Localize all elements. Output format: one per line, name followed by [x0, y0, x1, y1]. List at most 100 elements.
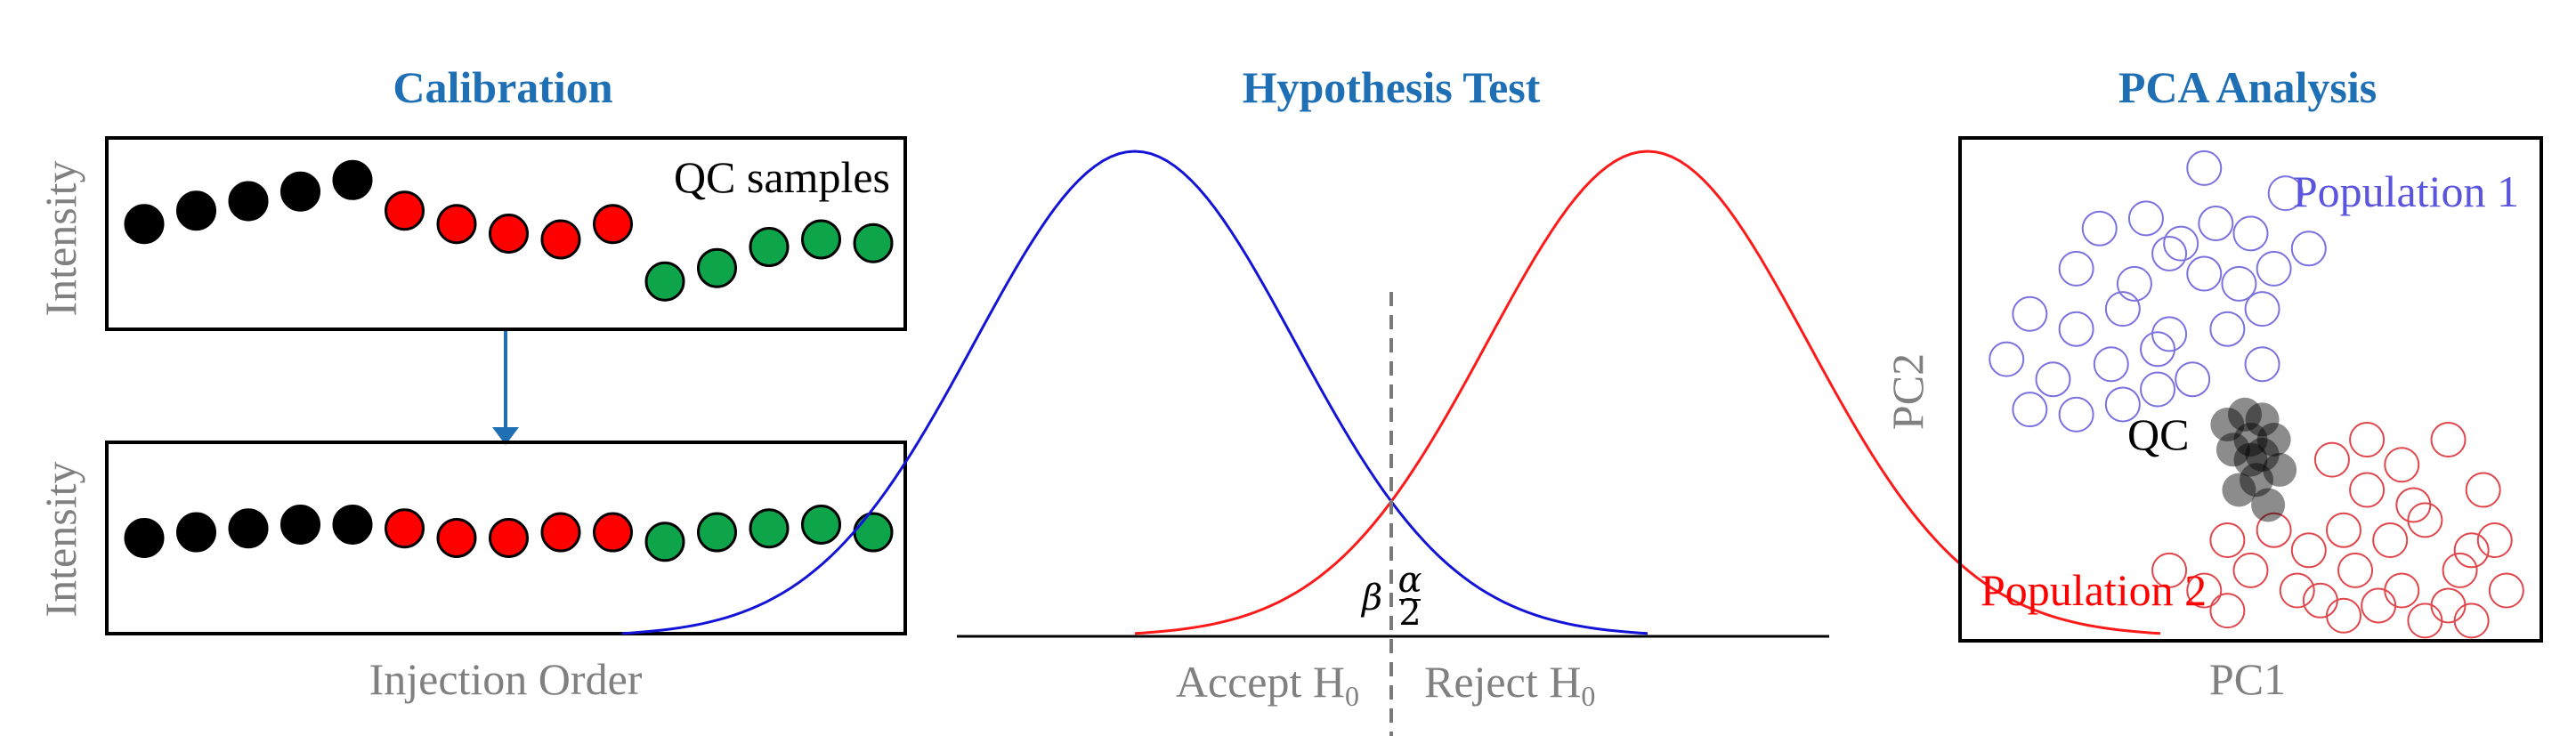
- population-2-point: [2337, 552, 2374, 588]
- beta-symbol: β: [1360, 578, 1382, 619]
- calibration-title: Calibration: [393, 62, 612, 112]
- after-dot-black: [176, 512, 216, 553]
- population-1-point: [2232, 215, 2269, 252]
- population-2-point: [2407, 502, 2443, 538]
- population-2-point: [2453, 532, 2490, 569]
- qc-point: [2233, 442, 2268, 477]
- population-1-point: [2116, 265, 2152, 302]
- before-dot-green: [749, 227, 790, 268]
- after-dot-green: [853, 512, 894, 553]
- population-2-point: [2407, 603, 2443, 639]
- population-1-point: [2175, 361, 2211, 398]
- before-dot-red: [385, 190, 425, 231]
- qc-point: [2263, 452, 2297, 487]
- population-2-point: [2453, 603, 2490, 639]
- population-2-point: [2395, 487, 2432, 523]
- population-2-point: [2151, 552, 2188, 588]
- population-2-point: [2430, 587, 2467, 624]
- before-dot-black: [176, 190, 216, 231]
- population-1-point: [2058, 396, 2094, 433]
- qc-samples-label: QC samples: [674, 152, 890, 202]
- population-1-point: [2058, 250, 2094, 287]
- population-2-point: [2279, 572, 2315, 609]
- after-dot-red: [540, 512, 581, 553]
- qc-point: [2233, 423, 2268, 457]
- population-1-point: [2209, 311, 2246, 347]
- population-1-point: [2140, 331, 2176, 368]
- population-1-point: [2221, 265, 2257, 302]
- calibration-arrow-head: [492, 427, 519, 445]
- population-1-point: [2104, 291, 2141, 328]
- qc-point: [2222, 473, 2256, 507]
- pca-title: PCA Analysis: [2118, 62, 2377, 112]
- qc-point: [2216, 433, 2250, 467]
- population-1-point: [2104, 386, 2141, 423]
- population-1-point: [2256, 250, 2292, 287]
- pca-panel: PCA Analysis Population 1 Population 2 Q…: [1883, 62, 2543, 704]
- before-dot-black: [280, 171, 320, 212]
- population-2-point: [2349, 422, 2386, 457]
- injection-order-label: Injection Order: [369, 654, 643, 704]
- after-dot-black: [228, 508, 269, 549]
- before-dot-red: [436, 204, 477, 245]
- before-dot-red: [593, 204, 633, 245]
- population-2-point: [2325, 597, 2361, 634]
- calibration-box-after: [105, 441, 907, 635]
- population-2-point: [2476, 522, 2513, 558]
- population-1-point: [2244, 291, 2280, 328]
- accept-distribution-curve: [621, 150, 1648, 635]
- population-2-point: [2488, 572, 2524, 609]
- population-2-point: [2430, 422, 2467, 457]
- pca-box: [1958, 136, 2543, 643]
- after-dot-green: [697, 512, 737, 553]
- population-2-point: [2313, 441, 2350, 478]
- qc-point: [2256, 423, 2291, 457]
- qc-point: [2227, 397, 2262, 432]
- alpha-denominator: 2: [1398, 593, 1421, 634]
- pc1-label: PC1: [2209, 654, 2286, 704]
- population-1-point: [2035, 361, 2071, 398]
- population-2-point: [2384, 572, 2420, 609]
- after-dot-black: [280, 504, 320, 545]
- qc-point: [2245, 402, 2280, 437]
- reject-distribution-curve: [1134, 150, 2161, 635]
- before-dot-green: [697, 247, 737, 288]
- after-dot-green: [644, 522, 685, 562]
- after-dot-red: [436, 518, 477, 558]
- qc-points: [2210, 397, 2297, 522]
- population-1-point: [2012, 295, 2048, 332]
- alpha-numerator: α: [1397, 560, 1422, 601]
- population-1-point: [2151, 316, 2188, 352]
- population-1-point: [2163, 225, 2199, 262]
- population-2-point: [2209, 593, 2246, 629]
- population-2-point: [2209, 522, 2246, 558]
- population-1-point: [2290, 231, 2327, 267]
- population-2-point: [2442, 552, 2478, 588]
- qc-point: [2240, 463, 2274, 497]
- dots-after-group: [124, 504, 894, 562]
- population-2-point: [2349, 472, 2386, 508]
- after-dot-green: [801, 504, 841, 545]
- intensity-label-bottom: Intensity: [36, 462, 85, 618]
- after-dot-red: [593, 512, 633, 553]
- before-dot-black: [332, 159, 373, 200]
- hypothesis-title: Hypothesis Test: [1243, 62, 1541, 112]
- before-dot-black: [228, 181, 269, 222]
- population-1-point: [2127, 200, 2164, 237]
- intensity-label-top: Intensity: [36, 161, 85, 317]
- population-1-point: [2198, 206, 2234, 242]
- population-1-point: [2244, 346, 2280, 383]
- population-2-point: [2325, 512, 2361, 548]
- population-1-point: [2140, 371, 2176, 408]
- before-dot-green: [853, 222, 894, 263]
- population-2-label: Population 2: [1981, 565, 2207, 615]
- population-2-point: [2361, 587, 2397, 624]
- after-dot-red: [489, 518, 529, 558]
- qc-label: QC: [2127, 409, 2189, 459]
- population-2-point: [2372, 522, 2409, 558]
- population-1-point: [2267, 175, 2304, 212]
- population-1-point: [1989, 341, 2025, 377]
- before-dot-green: [801, 219, 841, 260]
- calibration-box-before: [105, 136, 907, 331]
- population-2-point: [2384, 447, 2420, 483]
